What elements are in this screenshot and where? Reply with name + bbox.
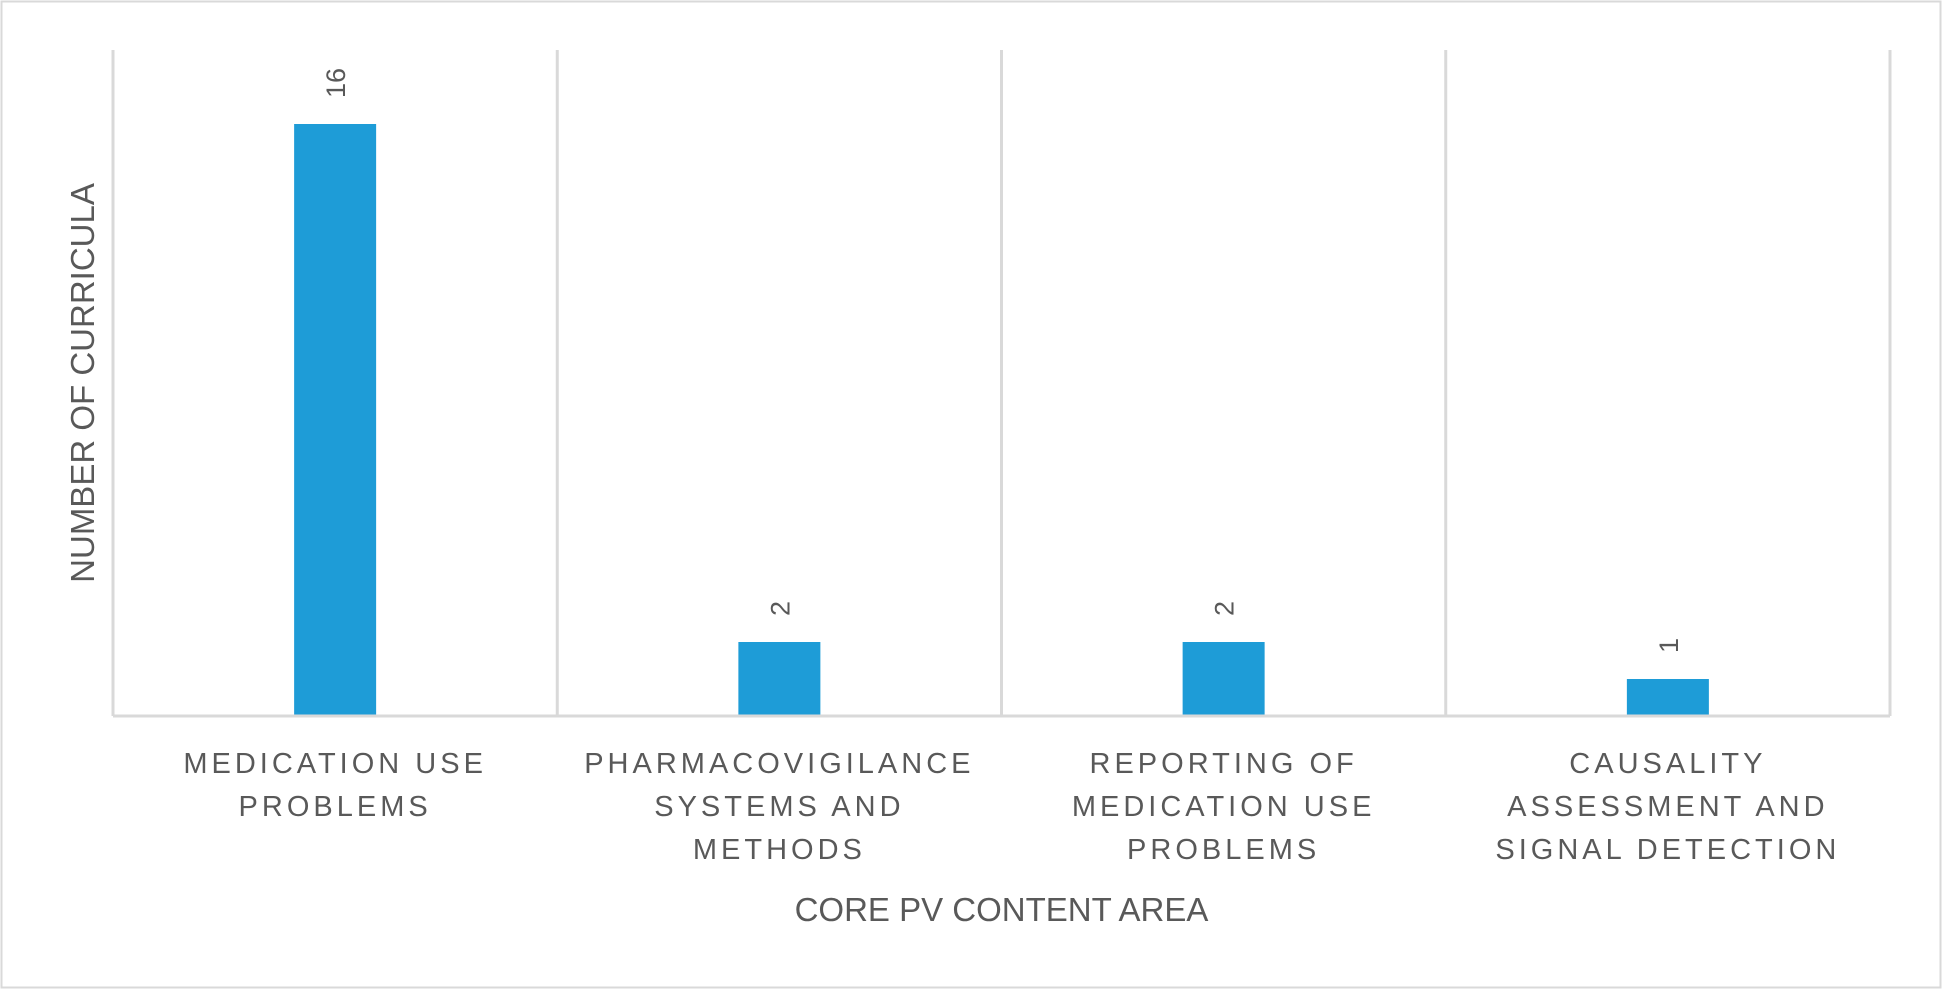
category-label: REPORTING OF MEDICATION USE PROBLEMS bbox=[1072, 748, 1376, 866]
category-label: MEDICATION USE PROBLEMS bbox=[183, 748, 487, 823]
y-axis-title: NUMBER OF CURRICULA bbox=[64, 183, 101, 583]
x-axis-title: CORE PV CONTENT AREA bbox=[795, 891, 1209, 928]
bars bbox=[294, 124, 1709, 716]
bar bbox=[294, 124, 377, 716]
data-label: 2 bbox=[1210, 601, 1240, 616]
category-label: PHARMACOVIGILANCE SYSTEMS AND METHODS bbox=[584, 748, 974, 866]
bar bbox=[1182, 642, 1265, 716]
data-label: 1 bbox=[1654, 638, 1684, 653]
category-separators bbox=[111, 50, 1892, 716]
category-label: CAUSALITY ASSESSMENT AND SIGNAL DETECTION bbox=[1495, 748, 1840, 866]
data-label: 16 bbox=[321, 68, 351, 98]
data-labels: 16 2 2 1 bbox=[321, 68, 1684, 653]
bar bbox=[738, 642, 821, 716]
data-label: 2 bbox=[765, 601, 795, 616]
bar bbox=[1626, 679, 1709, 716]
category-tick-labels: MEDICATION USE PROBLEMS PHARMACOVIGILANCE S… bbox=[183, 748, 1840, 866]
